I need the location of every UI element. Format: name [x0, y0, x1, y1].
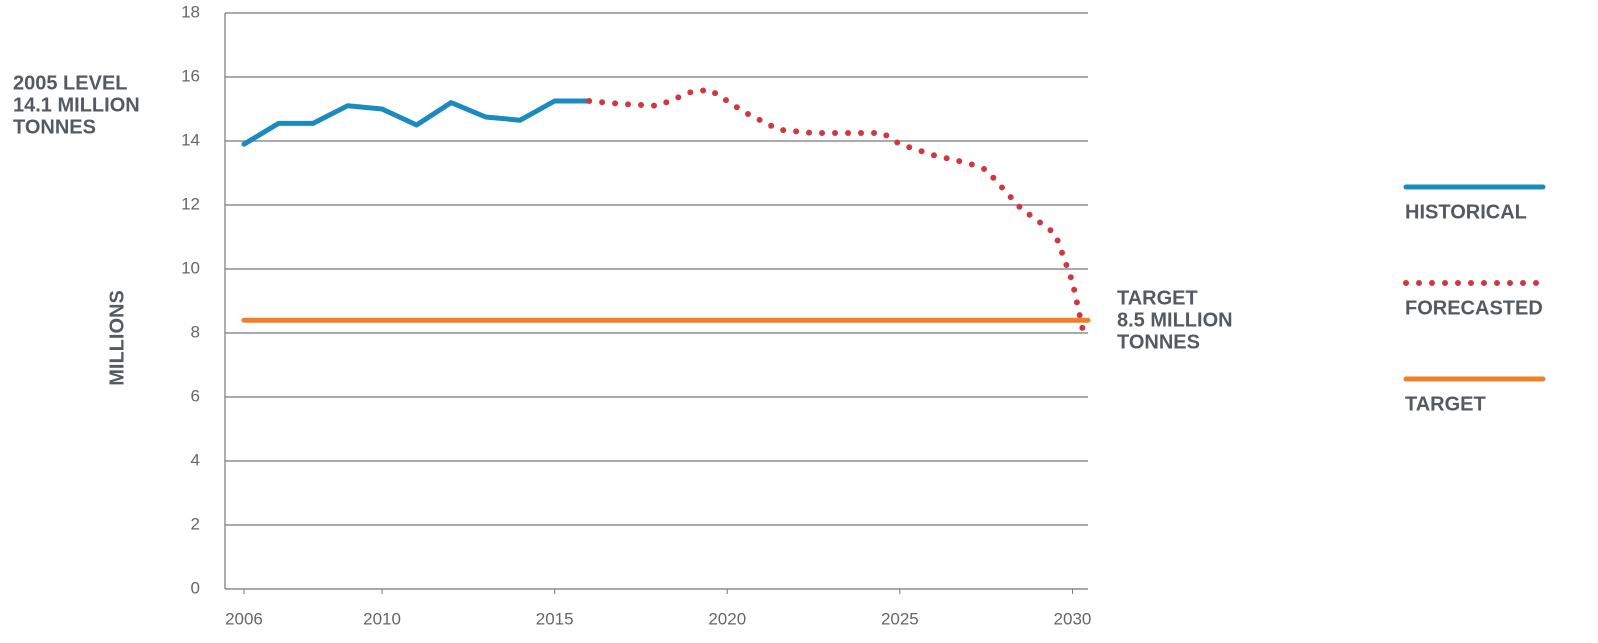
y-tick-label: 6	[191, 386, 200, 405]
series-line	[241, 98, 592, 147]
x-tick-label: 2006	[225, 609, 263, 628]
y-tick-label: 18	[181, 2, 200, 21]
x-tick-label: 2025	[881, 609, 919, 628]
y-axis-label: MILLIONS	[106, 290, 128, 386]
y-tick-label: 2	[191, 514, 200, 533]
x-tick-label: 2020	[708, 609, 746, 628]
y-tick-label: 4	[191, 450, 200, 469]
annotation: 8.5 MILLION	[1117, 309, 1233, 331]
annotation: 2005 LEVEL	[13, 72, 128, 94]
annotation: TARGET	[1117, 287, 1198, 309]
legend-label: TARGET	[1405, 393, 1486, 415]
x-tick-label: 2015	[536, 609, 574, 628]
y-tick-label: 8	[191, 322, 200, 341]
annotation: 14.1 MILLION	[13, 94, 140, 116]
y-tick-label: 16	[181, 66, 200, 85]
annotation: TONNES	[13, 116, 96, 138]
legend-label: HISTORICAL	[1405, 201, 1527, 223]
annotation: TONNES	[1117, 331, 1200, 353]
y-tick-label: 0	[191, 578, 200, 597]
series-line	[586, 86, 1086, 333]
legend-label: FORECASTED	[1405, 297, 1543, 319]
x-tick-label: 2010	[363, 609, 401, 628]
x-tick-label: 2030	[1054, 609, 1092, 628]
y-tick-label: 10	[181, 258, 200, 277]
y-tick-label: 14	[181, 130, 200, 149]
y-tick-label: 12	[181, 194, 200, 213]
